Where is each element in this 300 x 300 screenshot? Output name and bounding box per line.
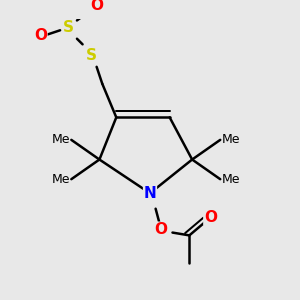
Text: O: O — [155, 222, 168, 237]
Text: N: N — [144, 186, 156, 201]
Text: Me: Me — [51, 173, 70, 186]
Text: S: S — [85, 48, 97, 63]
Text: O: O — [90, 0, 103, 13]
Text: S: S — [63, 20, 74, 35]
Text: Me: Me — [222, 173, 240, 186]
Text: Me: Me — [51, 134, 70, 146]
Text: O: O — [34, 28, 47, 44]
Text: O: O — [204, 210, 217, 225]
Text: Me: Me — [222, 134, 240, 146]
